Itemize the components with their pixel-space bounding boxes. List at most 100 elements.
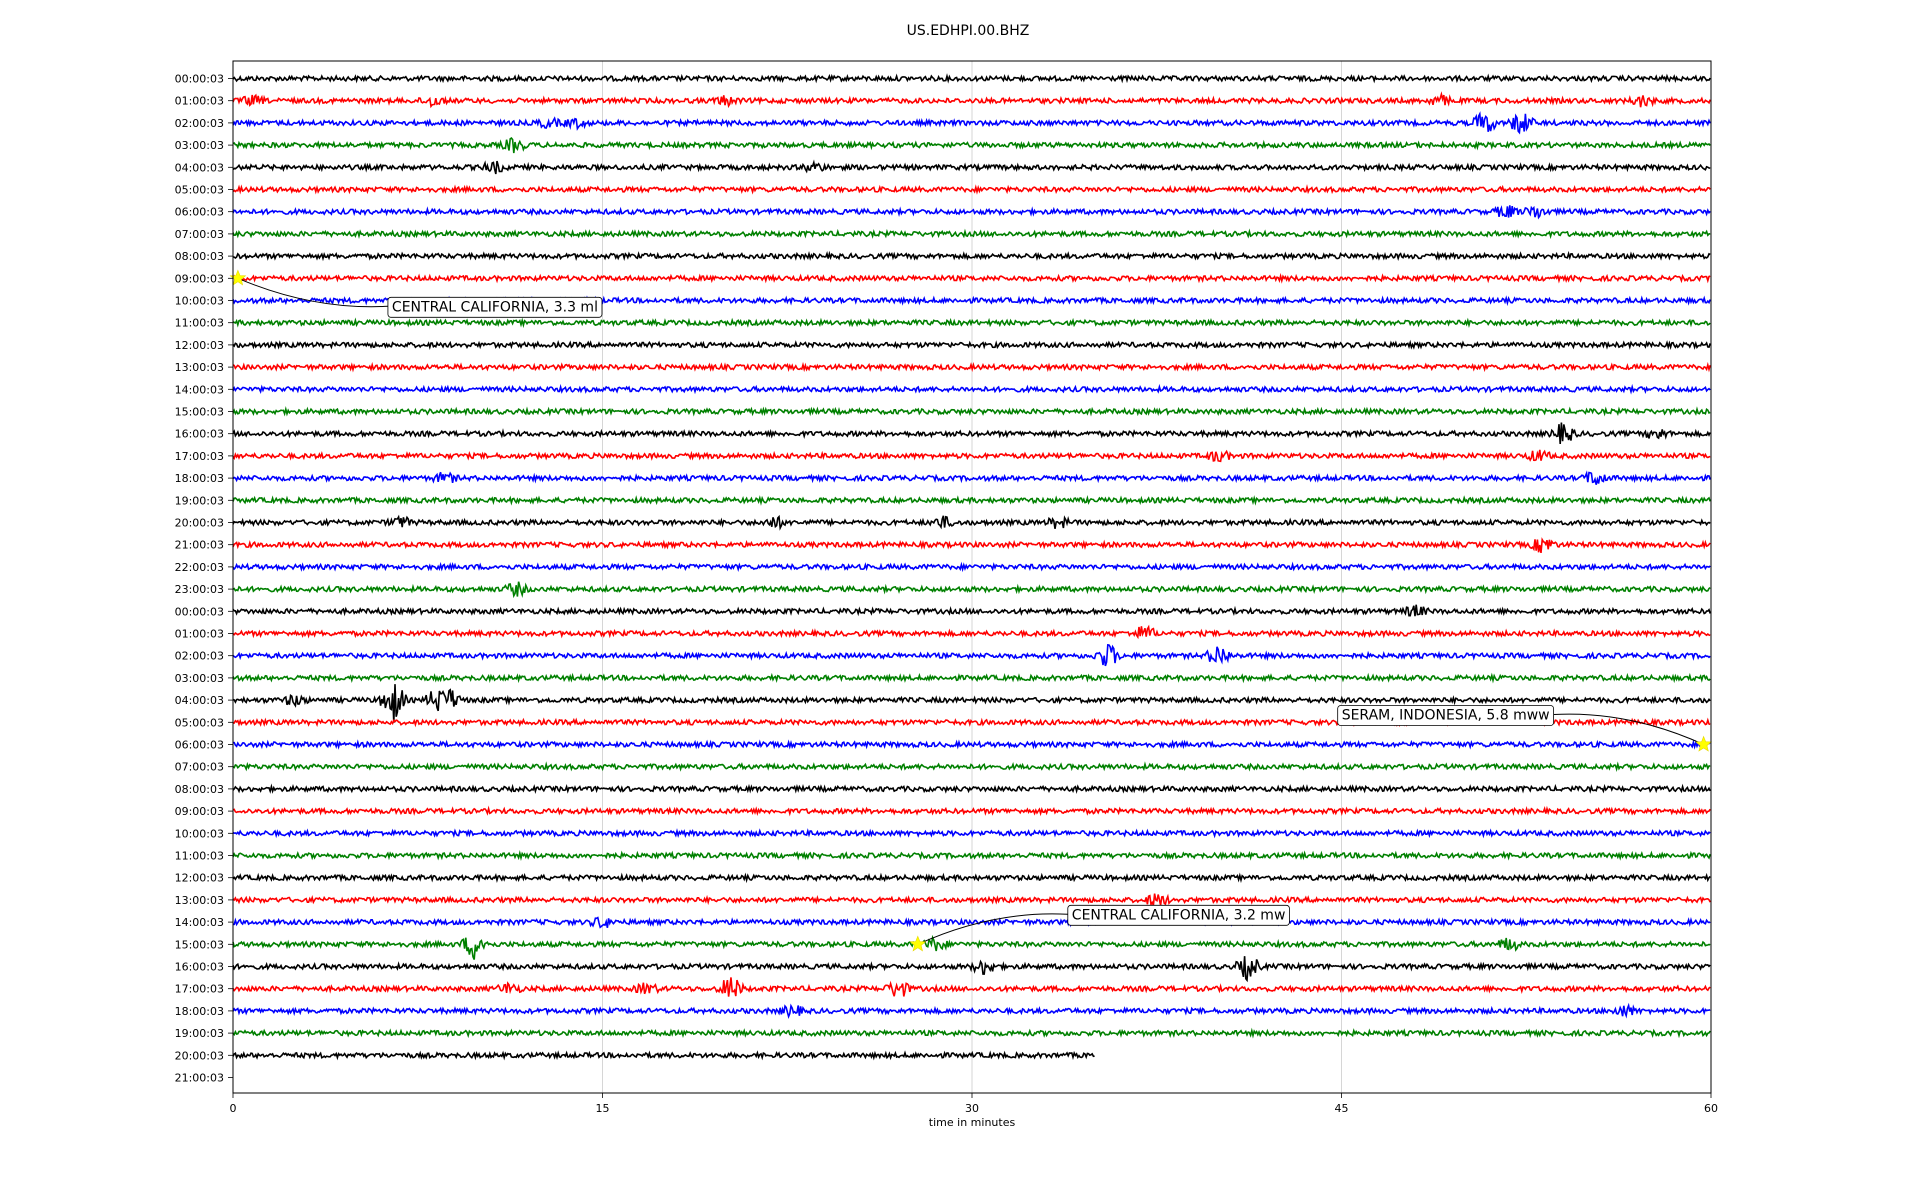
trace-row (232, 73, 1711, 84)
y-tick-label: 08:00:03 (175, 250, 224, 263)
y-tick-label: 19:00:03 (175, 1027, 224, 1040)
event-label: CENTRAL CALIFORNIA, 3.3 ml (392, 299, 598, 315)
y-tick-label: 17:00:03 (175, 450, 224, 463)
y-tick-label: 19:00:03 (175, 494, 224, 507)
trace-row (232, 228, 1711, 240)
trace-row (232, 977, 1711, 997)
trace-row (232, 361, 1711, 373)
trace-row (232, 872, 1711, 884)
y-tick-label: 15:00:03 (175, 938, 224, 951)
event-label-box (1067, 904, 1290, 926)
x-axis-label: time in minutes (929, 1116, 1016, 1129)
trace-row (232, 272, 1711, 284)
event-star-marker (229, 269, 247, 286)
trace-row (232, 159, 1711, 175)
trace-row (232, 828, 1711, 839)
trace-row (232, 739, 1711, 750)
y-tick-label: 06:00:03 (175, 739, 224, 752)
y-tick-label: 20:00:03 (175, 1049, 224, 1062)
y-tick-label: 09:00:03 (175, 272, 224, 285)
y-tick-label: 04:00:03 (175, 694, 224, 707)
chart-title: US.EDHPI.00.BHZ (907, 23, 1030, 39)
y-tick-label: 02:00:03 (175, 117, 224, 130)
trace-row (232, 317, 1711, 329)
event-annotation: CENTRAL CALIFORNIA, 3.3 ml (229, 269, 603, 318)
trace-row (232, 449, 1711, 463)
trace-row (232, 604, 1711, 617)
x-tick-label: 60 (1704, 1102, 1718, 1115)
event-label-box (387, 296, 603, 318)
trace-row (232, 624, 1711, 640)
trace-row (232, 537, 1711, 554)
y-tick-label: 12:00:03 (175, 872, 224, 885)
y-tick-label: 00:00:03 (175, 605, 224, 618)
trace-row (232, 934, 1711, 960)
y-tick-label: 17:00:03 (175, 983, 224, 996)
x-tick-label: 30 (965, 1102, 979, 1115)
trace-row (232, 561, 1711, 573)
trace-row (232, 850, 1711, 861)
event-connector (1553, 713, 1704, 745)
event-star-marker (909, 935, 927, 952)
y-tick-label: 03:00:03 (175, 139, 224, 152)
event-label-box (1337, 705, 1555, 726)
seismic-traces (232, 73, 1711, 1061)
trace-row (232, 205, 1711, 220)
trace-row (232, 422, 1711, 444)
trace-row (232, 339, 1711, 351)
y-tick-label: 13:00:03 (175, 361, 224, 374)
x-tick-label: 45 (1335, 1102, 1349, 1115)
trace-row (232, 470, 1711, 485)
trace-row (232, 91, 1711, 109)
y-tick-label: 16:00:03 (175, 428, 224, 441)
y-tick-label: 14:00:03 (175, 916, 224, 929)
y-tick-label: 21:00:03 (175, 539, 224, 552)
trace-row (232, 184, 1711, 195)
y-tick-label: 15:00:03 (175, 406, 224, 419)
y-tick-label: 05:00:03 (175, 716, 224, 729)
trace-row (232, 1050, 1095, 1061)
y-tick-label: 21:00:03 (175, 1072, 224, 1085)
trace-row (232, 406, 1711, 417)
trace-row (232, 916, 1711, 929)
event-label: CENTRAL CALIFORNIA, 3.2 mw (1072, 907, 1286, 923)
event-connector (917, 913, 1068, 945)
trace-row (232, 494, 1711, 506)
y-tick-label: 18:00:03 (175, 1005, 224, 1018)
y-tick-label: 11:00:03 (175, 317, 224, 330)
event-connector (237, 277, 388, 308)
y-tick-label: 07:00:03 (175, 761, 224, 774)
trace-row (232, 581, 1711, 599)
x-ticks: 0 15 30 45 60 (230, 1093, 1718, 1115)
y-tick-label: 18:00:03 (175, 472, 224, 485)
y-tick-label: 03:00:03 (175, 672, 224, 685)
event-annotation: CENTRAL CALIFORNIA, 3.2 mw (909, 904, 1290, 952)
trace-row (232, 672, 1711, 684)
trace-row (232, 111, 1711, 135)
y-tick-label: 23:00:03 (175, 583, 224, 596)
trace-row (232, 514, 1711, 531)
y-tick-label: 10:00:03 (175, 295, 224, 308)
y-tick-label: 01:00:03 (175, 95, 224, 108)
y-tick-label: 16:00:03 (175, 961, 224, 974)
trace-row (232, 1027, 1711, 1039)
x-tick-label: 15 (596, 1102, 610, 1115)
y-tick-label: 00:00:03 (175, 73, 224, 86)
y-tick-label: 11:00:03 (175, 850, 224, 863)
trace-row (232, 250, 1711, 262)
trace-row (232, 684, 1711, 723)
y-tick-label: 08:00:03 (175, 783, 224, 796)
event-label: SERAM, INDONESIA, 5.8 mww (1342, 708, 1550, 724)
event-annotation: SERAM, INDONESIA, 5.8 mww (1337, 705, 1712, 752)
trace-row (232, 383, 1711, 395)
y-tick-label: 05:00:03 (175, 184, 224, 197)
plot-frame (232, 60, 1712, 1094)
trace-row (232, 805, 1711, 817)
grid-lines (602, 61, 1342, 1093)
y-tick-label: 04:00:03 (175, 161, 224, 174)
trace-row (232, 644, 1711, 667)
trace-row (232, 956, 1711, 983)
y-tick-label: 13:00:03 (175, 894, 224, 907)
y-tick-label: 10:00:03 (175, 827, 224, 840)
